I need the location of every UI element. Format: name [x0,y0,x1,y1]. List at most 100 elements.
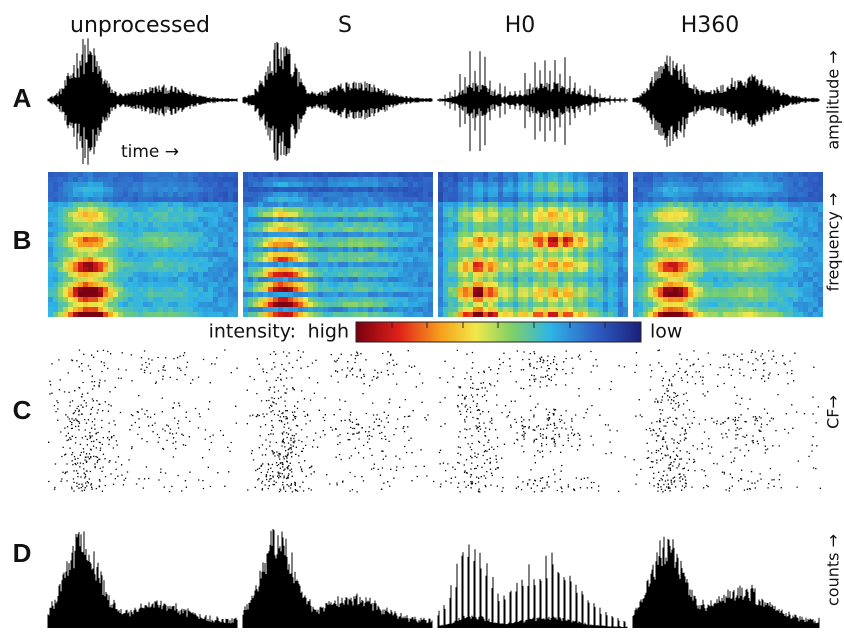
spectrogram-cell [108,187,113,192]
spectrogram-cell [453,227,458,232]
spectrogram-cell [188,232,193,237]
spectrogram-cell [743,177,748,182]
spectrogram-cell [363,277,368,282]
spectrogram-cell [758,187,763,192]
spectrogram-cell [693,182,698,187]
spectrogram-cell [488,292,493,297]
spectrogram-cell [578,297,583,302]
spectrogram-cell [103,187,108,192]
spectrogram-cell [88,307,93,312]
spectrogram-cell [688,232,693,237]
spectrogram-cell [343,212,348,217]
spectrogram-cell [408,172,413,177]
spectrogram-cell [653,267,658,272]
spectrogram-cell [398,297,403,302]
spectrogram-cell [353,237,358,242]
spectrogram-cell [563,307,568,312]
spectrogram-cell [358,287,363,292]
spectrogram-cell [203,262,208,267]
spectrogram-cell [563,312,568,317]
spectrogram-cell [813,312,818,317]
spectrogram-cell [403,312,408,317]
spectrogram-cell [213,247,218,252]
spectrogram-cell [303,227,308,232]
spectrogram-cell [293,252,298,257]
spectrogram-cell [278,192,283,197]
spectrogram-cell [298,172,303,177]
spectrogram-cell [383,182,388,187]
spectrogram-cell [808,227,813,232]
spectrogram-cell [603,292,608,297]
spectrogram-cell [768,312,773,317]
spectrogram-cell [758,312,763,317]
spectrogram-cell [758,292,763,297]
spectrogram-cell [63,207,68,212]
spectrogram-cell [163,182,168,187]
spectrogram-cell [563,222,568,227]
spectrogram-cell [288,282,293,287]
spectrogram-cell [143,297,148,302]
spectrogram-cell [773,312,778,317]
spectrogram-cell [573,227,578,232]
spectrogram-cell [58,307,63,312]
spectrogram-cell [163,307,168,312]
spectrogram-cell [728,187,733,192]
spectrogram-cell [478,267,483,272]
spectrogram-cell [68,242,73,247]
spectrogram-cell [213,227,218,232]
spectrogram-cell [168,302,173,307]
spectrogram-cell [773,177,778,182]
spectrogram-cell [563,232,568,237]
spectrogram-cell [783,172,788,177]
spectrogram-cell [618,187,623,192]
spectrogram-cell [498,257,503,262]
spectrogram-cell [438,282,443,287]
spectrogram-cell [668,197,673,202]
spectrogram-cell [818,197,823,202]
spectrogram-cell [193,237,198,242]
spectrogram-cell [743,292,748,297]
spectrogram-cell [98,302,103,307]
spectrogram-cell [158,222,163,227]
spectrogram-cell [598,287,603,292]
spectrogram-cell [618,292,623,297]
spectrogram-cell [103,257,108,262]
spectrogram-cell [378,202,383,207]
spectrogram-cell [743,207,748,212]
spectrogram-cell [178,262,183,267]
spectrogram-cell [638,292,643,297]
spectrogram-cell [703,267,708,272]
spectrogram-cell [98,257,103,262]
spectrogram-cell [488,312,493,317]
spectrogram-cell [648,262,653,267]
spectrogram-cell [663,237,668,242]
spectrogram-cell [458,312,463,317]
spectrogram-cell [788,197,793,202]
spectrogram-cell [448,232,453,237]
spectrogram-cell [293,257,298,262]
spectrogram-cell [468,282,473,287]
spectrogram-cell [393,247,398,252]
spectrogram-cell [563,177,568,182]
spectrogram-cell [748,282,753,287]
spectrogram-cell [178,247,183,252]
spectrogram-cell [718,172,723,177]
spectrogram-cell [313,232,318,237]
spectrogram-cell [223,192,228,197]
spectrogram-cell [428,272,433,277]
spectrogram-cell [178,287,183,292]
spectrogram-cell [408,182,413,187]
spectrogram-cell [343,267,348,272]
spectrogram-cell [308,192,313,197]
spectrogram-cell [498,222,503,227]
spectrogram-cell [658,247,663,252]
spectrogram-cell [308,207,313,212]
spectrogram-cell [128,302,133,307]
spectrogram-cell [128,172,133,177]
spectrogram-cell [98,297,103,302]
spectrogram-cell [633,242,638,247]
spectrogram-cell [403,282,408,287]
spectrogram-cell [783,192,788,197]
spectrogram-cell [303,272,308,277]
spectrogram-cell [568,257,573,262]
